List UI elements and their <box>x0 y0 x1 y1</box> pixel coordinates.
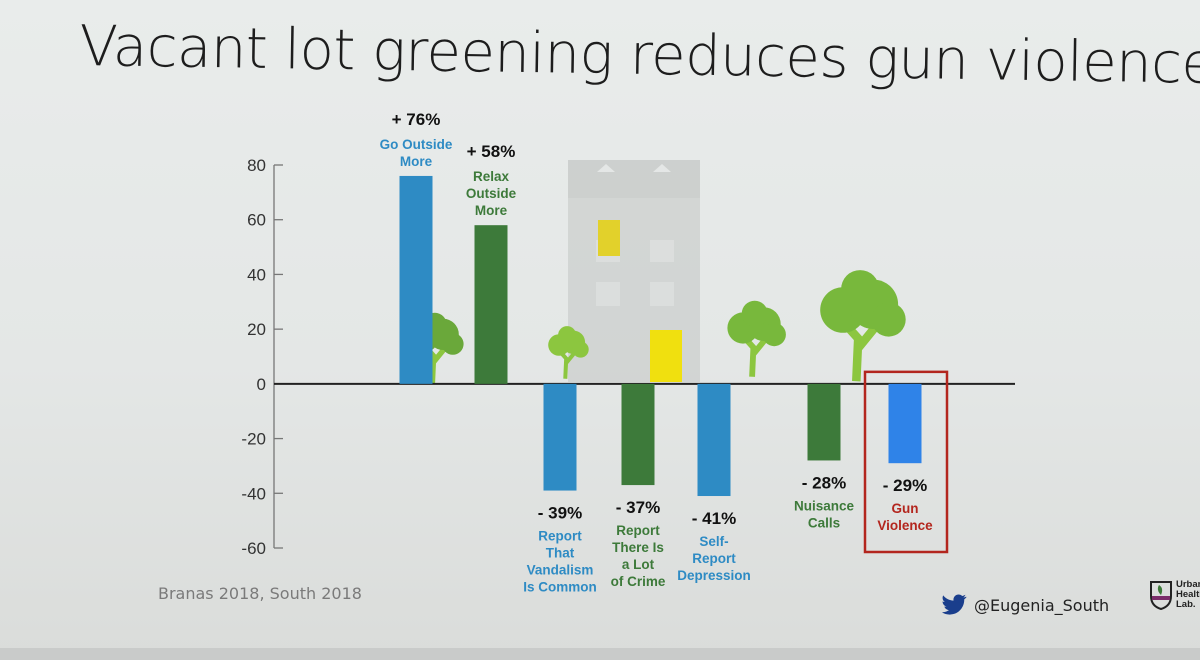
tree-icon <box>548 326 589 379</box>
category-label: Gun Violence <box>877 501 933 533</box>
category-label-line: More <box>475 203 508 218</box>
category-label-line: Self- <box>699 534 728 549</box>
category-label-line: Vandalism <box>527 563 594 578</box>
y-tick-label: 40 <box>247 265 266 284</box>
citation: Branas 2018, South 2018 <box>158 584 362 603</box>
category-label-line: Nuisance <box>794 498 855 513</box>
category-label: Go Outside More <box>380 137 453 169</box>
screen-bottom-bar <box>0 648 1200 660</box>
bar <box>888 383 922 464</box>
value-label: + 76% <box>392 110 441 129</box>
logo-line: Lab. <box>1176 599 1196 610</box>
category-label: Report That Vandalism Is Common <box>523 529 597 595</box>
value-label: - 39% <box>538 504 582 523</box>
twitter-bird-icon <box>941 594 967 615</box>
twitter-credit[interactable]: @Eugenia_South <box>940 594 1109 616</box>
value-label: - 37% <box>616 498 660 517</box>
category-label-line: of Crime <box>611 574 666 589</box>
y-tick-label: -60 <box>241 539 266 558</box>
category-label-line: That <box>546 546 575 561</box>
category-label: Self- Report Depression <box>677 534 751 583</box>
bar <box>543 383 577 491</box>
category-label-line: Report <box>616 523 660 538</box>
category-label-line: Outside <box>466 186 517 201</box>
bar <box>697 383 731 497</box>
y-tick-label: 20 <box>247 320 266 339</box>
category-label-line: Relax <box>473 169 510 184</box>
y-tick-label: -40 <box>241 484 266 503</box>
category-label-line: Gun <box>892 501 919 516</box>
y-tick-label: -20 <box>241 430 266 449</box>
lit-window <box>598 220 620 256</box>
y-tick-label: 0 <box>257 375 266 394</box>
value-label: - 41% <box>692 509 736 528</box>
category-label: Report There Is a Lot of Crime <box>611 523 666 589</box>
tree-icon <box>727 300 786 377</box>
shield-leaf-icon <box>1150 581 1172 610</box>
tree-icon <box>820 270 906 382</box>
category-label-line: Go Outside <box>380 137 453 152</box>
value-label: - 29% <box>883 476 927 495</box>
category-label: Nuisance Calls <box>794 498 855 530</box>
category-label-line: Calls <box>808 515 840 530</box>
category-label-line: Is Common <box>523 580 597 595</box>
twitter-handle: @Eugenia_South <box>974 595 1110 615</box>
y-tick-label: 80 <box>247 156 266 175</box>
category-label-line: Report <box>538 529 582 544</box>
category-label-line: There Is <box>612 540 664 555</box>
urban-health-lab-logo: Urban Health Lab. <box>1150 580 1200 610</box>
category-label-line: a Lot <box>622 557 655 572</box>
highlight-box <box>863 370 949 554</box>
category-label-line: More <box>400 154 433 169</box>
logo-line: Urban <box>1176 579 1200 590</box>
bar <box>474 225 508 384</box>
logo-line: Health <box>1176 589 1200 600</box>
yellow-door <box>650 330 682 382</box>
category-label-line: Violence <box>877 518 933 533</box>
category-label-line: Depression <box>677 568 751 583</box>
bar <box>807 383 841 461</box>
y-tick-label: 60 <box>247 211 266 230</box>
category-label-line: Report <box>692 551 736 566</box>
bar <box>399 175 433 384</box>
value-label: - 28% <box>802 473 846 492</box>
bar <box>621 383 655 486</box>
value-label: + 58% <box>467 142 516 161</box>
category-label: Relax Outside More <box>466 169 517 218</box>
